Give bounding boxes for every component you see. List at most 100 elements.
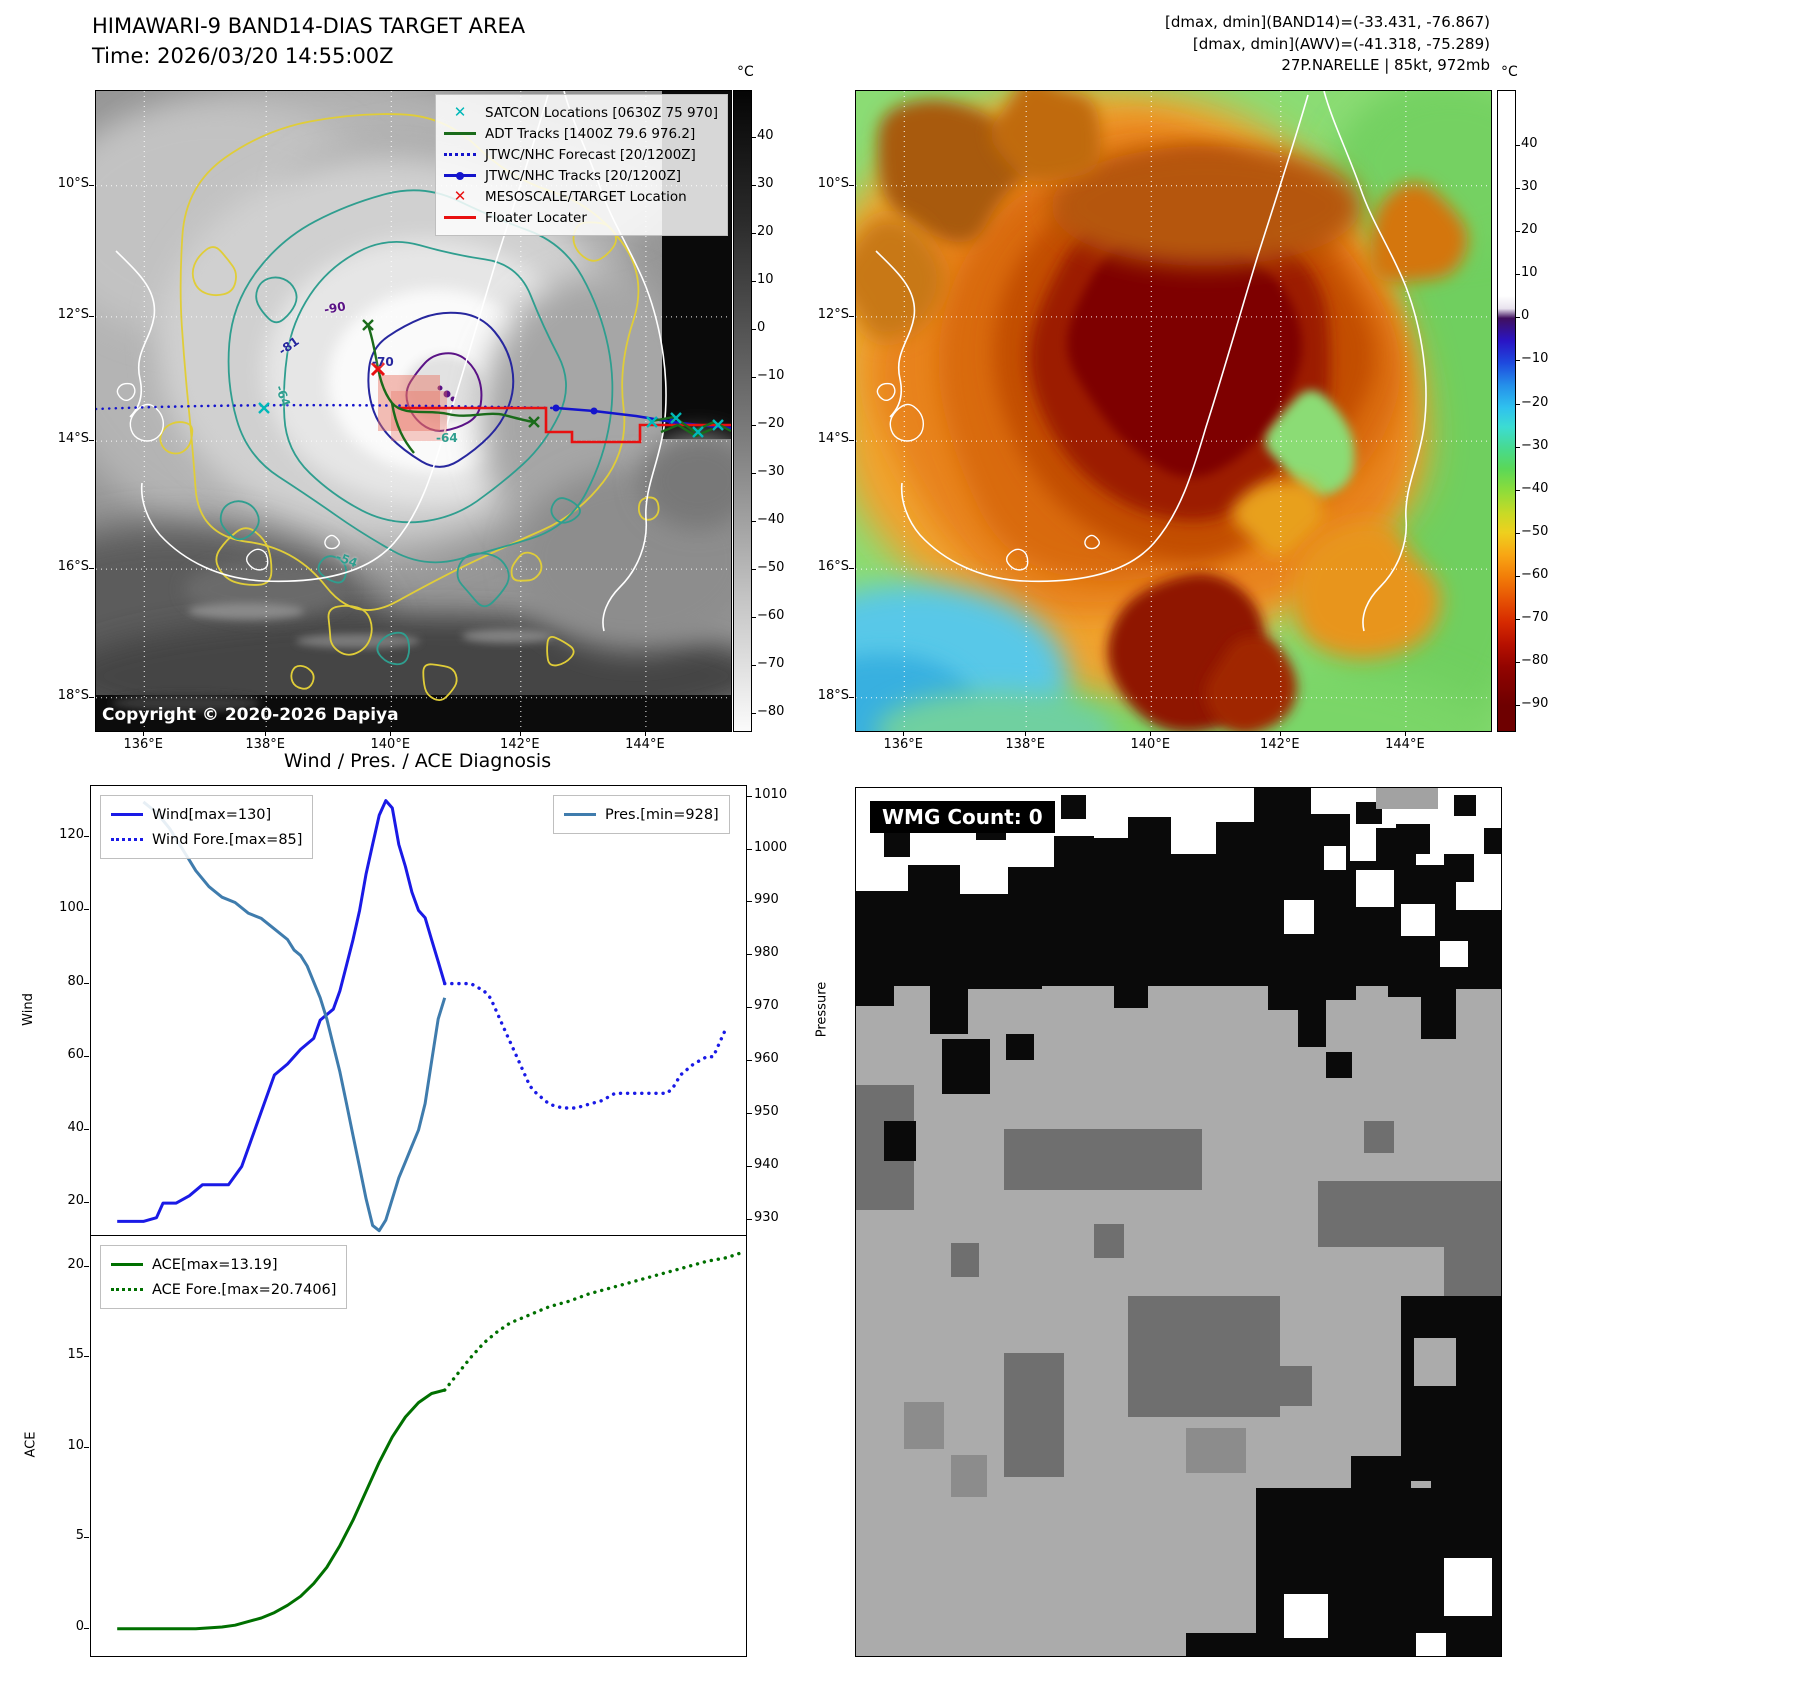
line-marker-icon	[444, 216, 476, 219]
storm-tracks	[96, 319, 731, 454]
band14-subtitle: Time: 2026/03/20 14:55:00Z	[92, 44, 394, 68]
y-tick-label: 0	[75, 1618, 84, 1634]
tick-mark	[519, 731, 521, 736]
legend-item: Floater Locater	[444, 207, 718, 228]
adt-track	[660, 423, 713, 438]
lat-tick-label: 10°S	[57, 175, 89, 191]
tick-mark	[89, 696, 94, 698]
tick-mark	[903, 731, 905, 736]
tick-mark	[751, 664, 756, 666]
wmg-count-label: WMG Count: 0	[870, 801, 1055, 833]
satcon-x-marker	[670, 412, 682, 424]
legend-label: SATCON Locations [0630Z 75 970]	[485, 104, 718, 121]
tick-mark	[1515, 661, 1520, 663]
colorbar-tick-label: −70	[757, 655, 785, 671]
tick-mark	[89, 184, 94, 186]
tick-mark	[84, 1537, 89, 1539]
colorbar-tick-label: −10	[1521, 351, 1549, 367]
tick-mark	[1515, 403, 1520, 405]
colorbar-tick-label: 10	[757, 271, 774, 287]
legend-item: ADT Tracks [1400Z 79.6 976.2]	[444, 123, 718, 144]
awv-colorbar-unit: °C	[1501, 64, 1518, 80]
awv-satellite-plot	[856, 91, 1491, 731]
colorbar-tick-label: 20	[1521, 222, 1538, 238]
legend-item: JTWC/NHC Forecast [20/1200Z]	[444, 144, 718, 165]
tick-mark	[849, 568, 854, 570]
series-ACE Fore.[max=20.7406]	[443, 1251, 742, 1392]
tick-mark	[1515, 489, 1520, 491]
tick-mark	[1150, 731, 1152, 736]
tick-mark	[751, 568, 756, 570]
lon-tick-label: 144°E	[1385, 737, 1425, 752]
series-Pres.[min=928]	[142, 800, 447, 1233]
adt-track	[390, 402, 415, 454]
tick-mark	[1279, 731, 1281, 736]
colorbar-tick-label: −70	[1521, 609, 1549, 625]
tick-mark	[1515, 231, 1520, 233]
tick-mark	[84, 909, 89, 911]
tick-mark	[143, 731, 145, 736]
colorbar-tick-label: −50	[757, 559, 785, 575]
wmg-panel: WMG Count: 0	[855, 787, 1502, 1657]
tick-mark	[1515, 274, 1520, 276]
lon-tick-label: 140°E	[370, 737, 411, 752]
tick-mark	[747, 1060, 752, 1062]
wind-pressure-chart	[90, 785, 747, 1237]
band14-title: HIMAWARI-9 BAND14-DIAS TARGET AREA	[92, 14, 526, 38]
tick-mark	[751, 520, 756, 522]
wind-pressure-plot	[117, 799, 729, 1233]
tick-mark	[89, 440, 94, 442]
tick-mark	[849, 184, 854, 186]
x-marker-icon: ✕	[453, 103, 467, 121]
tick-mark	[747, 1113, 752, 1115]
lat-tick-label: 16°S	[57, 559, 89, 575]
colorbar-tick-label: −90	[1521, 696, 1549, 712]
floater-track	[398, 406, 731, 444]
jtwc-track-point	[590, 407, 598, 415]
awv-header: [dmax, dmin](BAND14)=(-33.431, -76.867) …	[950, 12, 1490, 77]
tick-mark	[751, 184, 756, 186]
tick-mark	[747, 901, 752, 903]
wind-axis-label: Wind	[20, 993, 36, 1026]
legend-item: Pres.[min=928]	[564, 802, 719, 827]
tick-mark	[1515, 705, 1520, 707]
legend-item: ✕ SATCON Locations [0630Z 75 970]	[444, 102, 718, 123]
awv-colorbar	[1497, 90, 1516, 732]
line-marker-icon	[564, 813, 596, 816]
series-ACE[max=13.19]	[117, 1388, 446, 1631]
lat-tick-label: 14°S	[57, 431, 89, 447]
adt-track	[366, 324, 535, 424]
lat-tick-label: 18°S	[817, 687, 849, 703]
colorbar-tick-label: 0	[1521, 308, 1530, 324]
lat-tick-label: 10°S	[817, 175, 849, 191]
contour-label: -64	[436, 431, 458, 445]
colorbar-tick-label: −50	[1521, 523, 1549, 539]
y-tick-label: 120	[59, 827, 84, 843]
tick-mark	[84, 1128, 89, 1130]
band14-map: ✕ SATCON Locations [0630Z 75 970] ADT Trac…	[95, 90, 732, 732]
ace-axis-label: ACE	[23, 1431, 39, 1458]
legend-label: Pres.[min=928]	[605, 806, 719, 823]
line-marker-icon	[444, 172, 476, 180]
line-marker-icon	[111, 813, 143, 816]
lon-tick-label: 136°E	[883, 737, 924, 752]
tick-mark	[849, 696, 854, 698]
colorbar-tick-label: 30	[1521, 179, 1538, 195]
wind-legend: Wind[max=130] Wind Fore.[max=85]	[100, 795, 314, 859]
colorbar-tick-label: −60	[757, 607, 785, 623]
line-marker-icon	[444, 153, 476, 156]
series-Wind[max=130]	[117, 799, 447, 1223]
colorbar-tick-label: −60	[1521, 566, 1549, 582]
band14-colorbar	[733, 90, 752, 732]
tick-mark	[751, 280, 756, 282]
lon-tick-label: 138°E	[1005, 737, 1045, 752]
satcon-x-marker	[646, 416, 658, 428]
line-marker-icon	[111, 1288, 143, 1291]
awv-header-line2: [dmax, dmin](AWV)=(-41.318, -75.289)	[1192, 34, 1490, 53]
tick-mark	[751, 424, 756, 426]
x-marker-icon: ✕	[453, 187, 467, 205]
y-tick-label: 5	[75, 1528, 84, 1544]
lat-tick-label: 12°S	[817, 306, 849, 322]
pressure-legend: Pres.[min=928]	[553, 795, 730, 834]
tick-mark	[1515, 360, 1520, 362]
